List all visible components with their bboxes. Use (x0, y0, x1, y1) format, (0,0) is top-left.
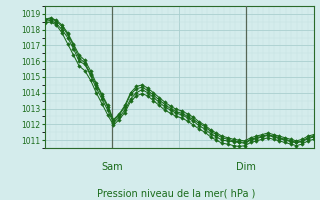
Text: Sam: Sam (101, 162, 123, 172)
Text: Dim: Dim (236, 162, 256, 172)
Text: Pression niveau de la mer( hPa ): Pression niveau de la mer( hPa ) (97, 188, 255, 198)
